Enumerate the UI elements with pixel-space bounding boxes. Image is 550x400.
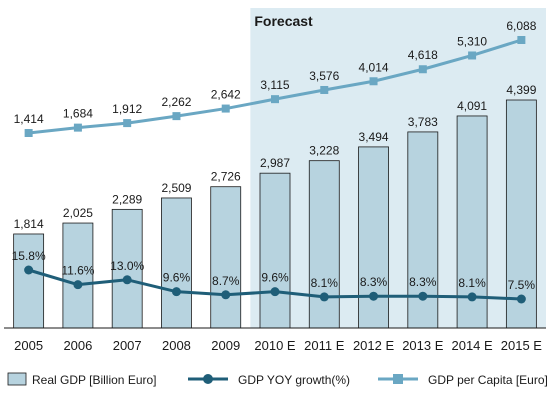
per-capita-label: 5,310 bbox=[457, 34, 487, 48]
growth-point bbox=[73, 280, 83, 290]
x-tick-label: 2015 E bbox=[501, 338, 543, 353]
growth-label: 8.1% bbox=[458, 276, 486, 290]
per-capita-label: 4,014 bbox=[359, 60, 389, 74]
per-capita-label: 6,088 bbox=[506, 19, 536, 33]
gdp-bar-label: 4,091 bbox=[457, 99, 487, 113]
growth-label: 11.6% bbox=[61, 264, 94, 278]
per-capita-label: 4,618 bbox=[408, 48, 438, 62]
legend: Real GDP [Billion Euro] GDP YOY growth(%… bbox=[7, 372, 548, 387]
gdp-bar-label: 3,783 bbox=[408, 115, 438, 129]
legend-real-gdp: Real GDP [Billion Euro] bbox=[32, 373, 157, 387]
growth-label: 8.3% bbox=[360, 275, 388, 289]
gdp-bar-labels: 1,814 2,025 2,289 2,509 2,726 2,987 3,228 3,494… bbox=[14, 83, 537, 231]
per-capita-label: 1,684 bbox=[63, 107, 93, 121]
growth-label: 13.0% bbox=[110, 259, 144, 273]
x-tick-label: 2010 E bbox=[254, 338, 296, 353]
growth-point bbox=[122, 275, 132, 285]
legend-capita-marker bbox=[393, 374, 403, 384]
growth-label: 15.8% bbox=[12, 249, 46, 263]
legend-gdp-growth: GDP YOY growth(%) bbox=[238, 373, 350, 387]
forecast-label: Forecast bbox=[254, 13, 313, 29]
gdp-bar-label: 3,494 bbox=[359, 130, 389, 144]
gdp-bar-label: 2,987 bbox=[260, 156, 290, 170]
growth-point bbox=[516, 294, 526, 304]
per-capita-point bbox=[123, 119, 132, 128]
per-capita-point bbox=[24, 129, 33, 137]
gdp-bar bbox=[505, 99, 537, 329]
gdp-bar bbox=[161, 197, 192, 329]
x-tick-labels: 2005 2006 2007 2008 2009 2010 E 2011 E 2012 E 20… bbox=[14, 338, 542, 353]
per-capita-label: 1,414 bbox=[14, 112, 44, 126]
legend-growth-marker bbox=[203, 374, 213, 384]
gdp-bar bbox=[259, 172, 291, 329]
growth-label: 7.5% bbox=[508, 278, 536, 292]
gdp-bar-label: 4,399 bbox=[506, 83, 536, 97]
gdp-bar bbox=[358, 146, 389, 329]
gdp-bar-label: 2,289 bbox=[112, 192, 142, 206]
x-tick-label: 2014 E bbox=[451, 338, 493, 353]
per-capita-series: 1,414 1,684 1,912 2,262 2,642 3,115 3,576 4,014… bbox=[14, 19, 537, 137]
x-tick-label: 2012 E bbox=[353, 338, 395, 353]
gdp-bar-label: 1,814 bbox=[14, 217, 44, 231]
per-capita-point bbox=[369, 77, 378, 86]
legend-bar-swatch bbox=[7, 372, 27, 386]
per-capita-point bbox=[517, 36, 526, 44]
x-tick-label: 2005 bbox=[14, 338, 43, 353]
gdp-bar-label: 2,509 bbox=[161, 181, 191, 195]
gdp-bar bbox=[308, 160, 340, 329]
growth-point bbox=[467, 292, 477, 302]
x-tick-label: 2011 E bbox=[304, 338, 345, 353]
x-tick-label: 2008 bbox=[162, 338, 191, 353]
growth-point bbox=[24, 265, 34, 275]
growth-point bbox=[270, 287, 280, 297]
growth-point bbox=[319, 292, 329, 302]
gdp-bar bbox=[111, 208, 143, 329]
per-capita-label: 3,115 bbox=[260, 78, 289, 92]
per-capita-point bbox=[221, 104, 230, 113]
x-tick-label: 2013 E bbox=[402, 338, 444, 353]
x-tick-label: 2007 bbox=[113, 338, 142, 353]
gdp-bar-label: 2,025 bbox=[63, 206, 93, 220]
growth-label: 9.6% bbox=[163, 271, 191, 285]
legend-gdp-per-capita: GDP per Capita [Euro] bbox=[428, 373, 548, 387]
growth-series: 15.8% 11.6% 13.0% 9.6% 8.7% 9.6% 8.1% 8.3% 8.3% 8… bbox=[12, 249, 536, 304]
gdp-bar bbox=[210, 186, 242, 329]
per-capita-label: 1,912 bbox=[112, 102, 142, 116]
per-capita-label: 2,642 bbox=[211, 88, 241, 102]
x-tick-label: 2009 bbox=[211, 338, 240, 353]
per-capita-label: 3,576 bbox=[309, 69, 339, 83]
gdp-bar-label: 2,726 bbox=[211, 170, 241, 184]
growth-point bbox=[171, 287, 181, 297]
gdp-bar-label: 3,228 bbox=[309, 144, 339, 158]
per-capita-point bbox=[271, 95, 279, 104]
gdp-bar bbox=[62, 222, 94, 329]
per-capita-label: 2,262 bbox=[161, 95, 191, 109]
growth-label: 9.6% bbox=[261, 271, 289, 285]
per-capita-point bbox=[320, 85, 329, 94]
per-capita-point bbox=[468, 51, 477, 60]
growth-label: 8.3% bbox=[409, 275, 437, 289]
growth-point bbox=[221, 290, 231, 300]
gdp-bar bbox=[13, 233, 45, 329]
per-capita-point bbox=[73, 123, 82, 132]
growth-label: 8.7% bbox=[212, 274, 240, 288]
growth-point bbox=[418, 291, 428, 301]
growth-label: 8.1% bbox=[311, 276, 339, 290]
per-capita-point bbox=[418, 65, 427, 74]
forecast-region bbox=[250, 8, 546, 328]
per-capita-point bbox=[172, 112, 181, 121]
growth-point bbox=[369, 291, 379, 301]
x-tick-label: 2006 bbox=[63, 338, 92, 353]
